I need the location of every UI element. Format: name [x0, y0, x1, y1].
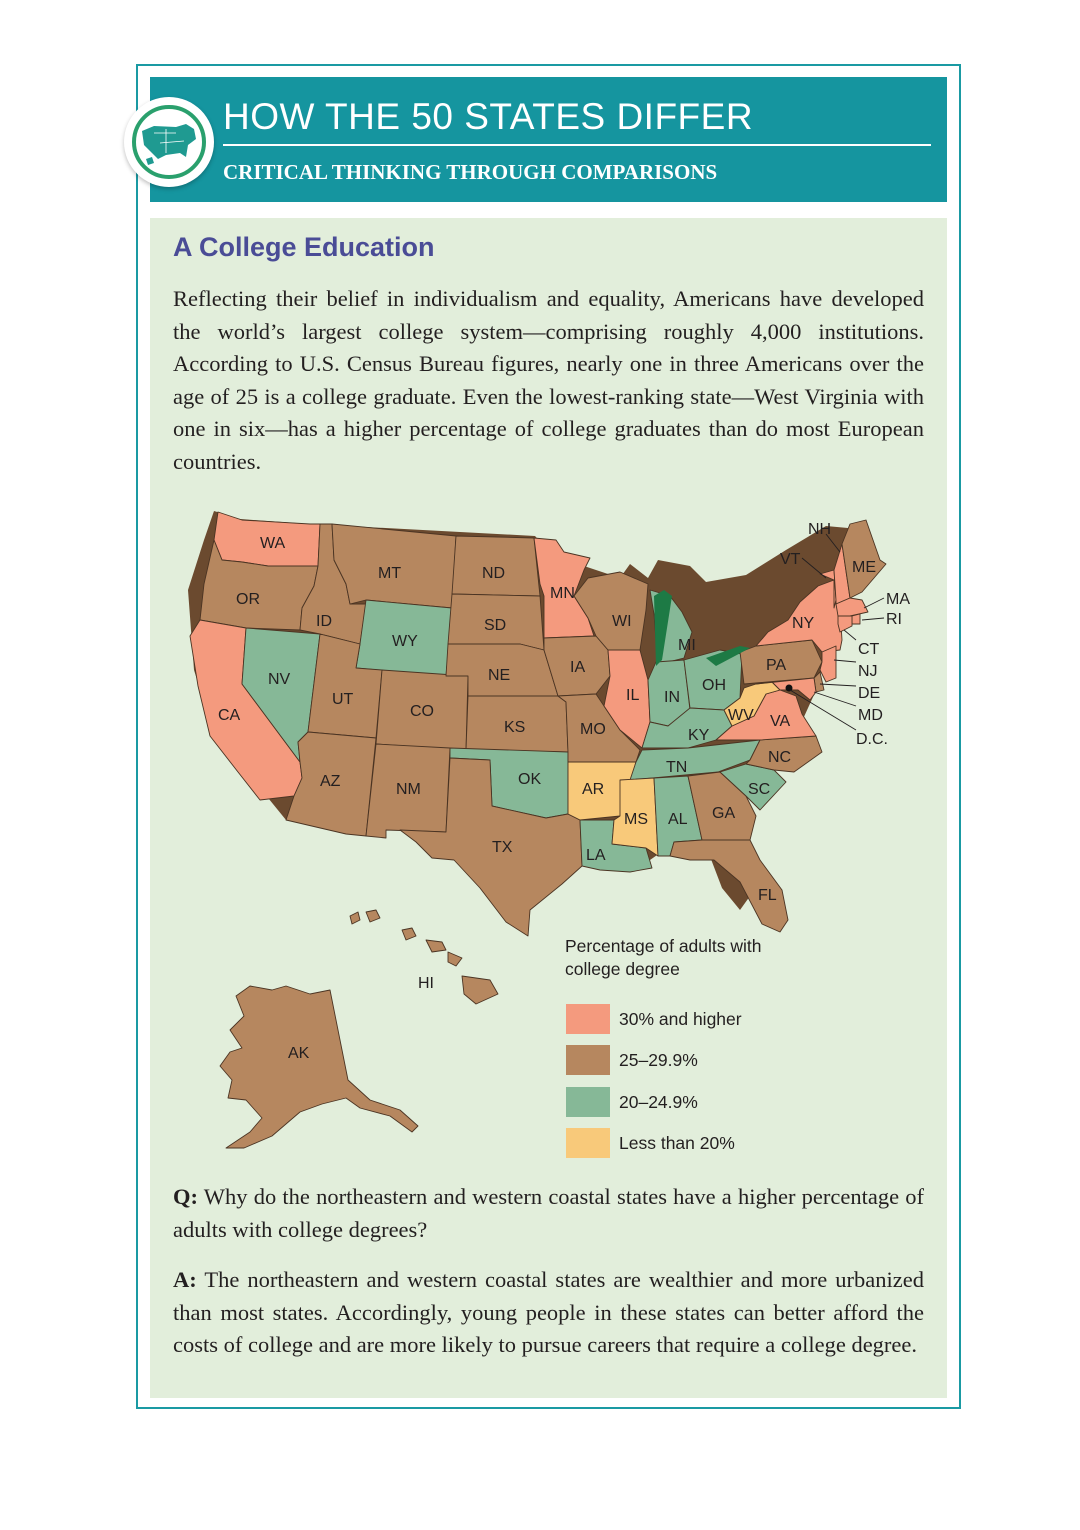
legend-item-midhigh: 25–29.9%	[566, 1045, 826, 1075]
state-label: IN	[664, 689, 680, 706]
state-label: NY	[792, 615, 815, 632]
state-label: CT	[858, 641, 880, 658]
state-label: DE	[858, 685, 880, 702]
state-label: WV	[728, 707, 754, 724]
section-title: A College Education	[173, 232, 435, 262]
us-choropleth-map: .st { stroke: #4b3423; stroke-width: 0.9…	[150, 500, 947, 1170]
state-ri	[851, 613, 861, 625]
state-label: ND	[482, 565, 505, 582]
state-hi	[349, 911, 361, 925]
state-tx	[399, 757, 583, 937]
state-label: SD	[484, 617, 506, 634]
legend-label: 20–24.9%	[619, 1092, 698, 1112]
state-label: MD	[858, 707, 883, 724]
state-label: CO	[410, 703, 434, 720]
state-label: OH	[702, 677, 726, 694]
state-label: IL	[626, 687, 639, 704]
state-label: AR	[582, 781, 604, 798]
answer-paragraph: A: The northeastern and western coastal …	[173, 1264, 924, 1362]
state-label: SC	[748, 781, 770, 798]
state-label: IA	[570, 659, 585, 676]
state-ak	[219, 985, 419, 1149]
state-label: AK	[288, 1045, 310, 1062]
legend-item-high: 30% and higher	[566, 1004, 826, 1034]
intro-paragraph: Reflecting their belief in individualism…	[173, 286, 924, 474]
state-label: PA	[766, 657, 786, 674]
state-label: MN	[550, 585, 575, 602]
map-states	[189, 511, 887, 1149]
dc-marker	[785, 684, 793, 692]
state-label: NM	[396, 781, 421, 798]
state-label: WY	[392, 633, 418, 650]
state-label: ME	[852, 559, 876, 576]
question-label: Q:	[173, 1184, 198, 1209]
legend-swatch	[566, 1128, 610, 1158]
state-label: LA	[586, 847, 606, 864]
state-label: OK	[518, 771, 541, 788]
state-label: NC	[768, 749, 791, 766]
state-label: RI	[886, 611, 902, 628]
state-label: TN	[666, 759, 687, 776]
state-labels: WA OR CA NV ID MT WY UT CO AZ NM ND SD N…	[218, 521, 910, 1062]
state-label: MS	[624, 811, 648, 828]
state-me	[841, 519, 887, 599]
header-banner	[150, 77, 947, 202]
legend-label: 25–29.9%	[619, 1050, 698, 1070]
legend-title: Percentage of adults with college degree	[565, 936, 762, 979]
state-label: VA	[770, 713, 790, 730]
legend-swatch	[566, 1045, 610, 1075]
state-label: MI	[678, 637, 696, 654]
state-label: WI	[612, 613, 632, 630]
state-label: VT	[780, 551, 801, 568]
legend-swatch	[566, 1087, 610, 1117]
badge	[124, 97, 214, 187]
page-title: HOW THE 50 STATES DIFFER	[223, 96, 754, 137]
state-label: UT	[332, 691, 354, 708]
state-label: NV	[268, 671, 291, 688]
state-fl	[669, 839, 789, 933]
page-subtitle: CRITICAL THINKING THROUGH COMPARISONS	[223, 160, 718, 184]
state-label: CA	[218, 707, 241, 724]
state-nj	[819, 645, 837, 683]
legend-label: 30% and higher	[619, 1009, 742, 1029]
state-label: FL	[758, 887, 777, 904]
legend-label: Less than 20%	[619, 1133, 735, 1153]
question-paragraph: Q: Why do the northeastern and western c…	[173, 1181, 924, 1246]
answer-label: A:	[173, 1267, 197, 1292]
state-label: NE	[488, 667, 510, 684]
legend-item-mid: 20–24.9%	[566, 1087, 826, 1117]
state-label: NJ	[858, 663, 878, 680]
state-label: MO	[580, 721, 606, 738]
state-label: NH	[808, 521, 831, 538]
state-label: KS	[504, 719, 525, 736]
state-label: KY	[688, 727, 710, 744]
state-label: AL	[668, 811, 688, 828]
state-label: MT	[378, 565, 401, 582]
state-ct	[837, 615, 853, 633]
state-label: WA	[260, 535, 286, 552]
state-mo	[557, 693, 641, 763]
leader-lines	[789, 533, 885, 731]
state-label: MA	[886, 591, 910, 608]
state-label: TX	[492, 839, 513, 856]
us-map-icon	[132, 105, 206, 179]
legend-swatch	[566, 1004, 610, 1034]
state-label: HI	[418, 975, 434, 992]
state-label: AZ	[320, 773, 341, 790]
state-label: ID	[316, 613, 332, 630]
state-label: D.C.	[856, 731, 888, 748]
answer-text: The northeastern and western coastal sta…	[173, 1267, 924, 1357]
state-label: OR	[236, 591, 260, 608]
question-text: Why do the northeastern and western coas…	[173, 1184, 925, 1242]
state-label: GA	[712, 805, 735, 822]
legend-item-low: Less than 20%	[566, 1128, 826, 1158]
title-divider	[223, 144, 931, 146]
